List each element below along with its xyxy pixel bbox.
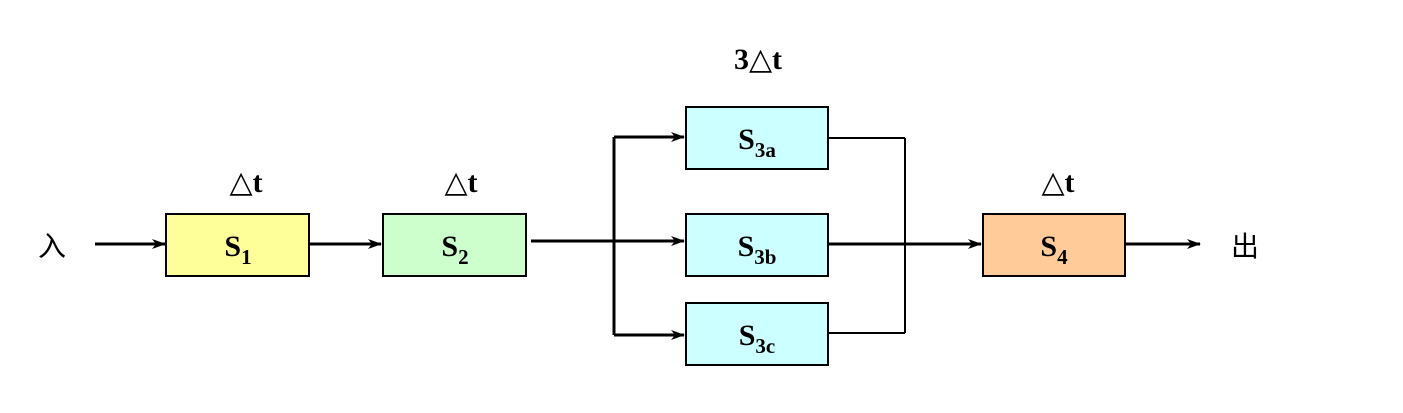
stage-box-s1 (165, 213, 310, 277)
stage-s3b: S3b (685, 213, 829, 277)
input-label: 入 (38, 230, 66, 263)
stage-label-s3c: S3c (739, 319, 776, 358)
stage-s2: S2 (382, 213, 527, 277)
time-label-s2: △t (444, 166, 477, 199)
stage-box-s4 (982, 213, 1126, 277)
stage-label-s1: S1 (224, 230, 251, 269)
stage-box-s3c (685, 302, 829, 366)
stage-label-s2: S2 (441, 230, 468, 269)
time-label-s1: △t (229, 166, 262, 199)
connectors (95, 132, 1201, 340)
stage-box-s3a (685, 106, 829, 170)
time-label-s4: △t (1041, 166, 1074, 199)
time-label-s3: 3△t (734, 43, 782, 76)
stage-box-s3b (685, 213, 829, 277)
stage-s4: S4 (982, 213, 1126, 277)
stage-s1: S1 (165, 213, 310, 277)
stage-label-s3b: S3b (738, 230, 777, 269)
stage-s3c: S3c (685, 302, 829, 366)
stage-label-s3a: S3a (738, 123, 776, 162)
stage-box-s2 (382, 213, 527, 277)
stage-label-s4: S4 (1040, 230, 1068, 269)
output-label: 出 (1231, 230, 1259, 263)
stage-s3a: S3a (685, 106, 829, 170)
